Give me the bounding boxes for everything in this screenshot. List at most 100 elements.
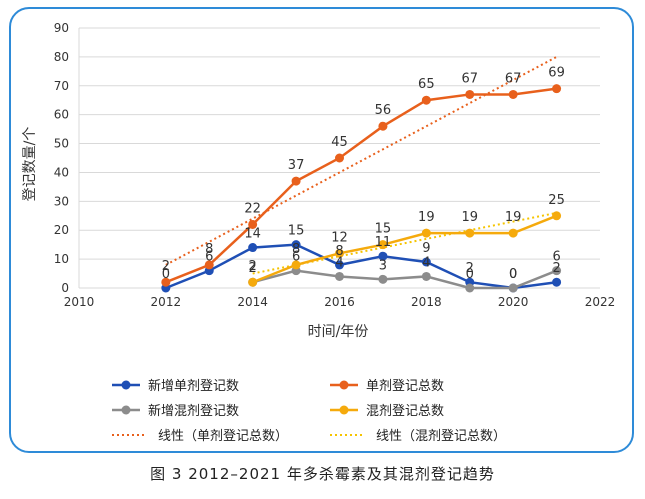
data-label: 2 xyxy=(249,259,257,274)
series-line xyxy=(165,243,557,290)
series-lines xyxy=(161,84,562,293)
y-tick-label: 60 xyxy=(54,108,69,122)
legend-marker xyxy=(121,405,131,415)
data-label: 8 xyxy=(292,242,300,257)
legend-item: 新增单剂登记数 xyxy=(112,378,239,394)
x-tick-label: 2014 xyxy=(237,295,268,309)
legend-marker xyxy=(339,405,349,415)
data-point xyxy=(335,260,344,270)
data-point xyxy=(552,211,562,221)
data-point xyxy=(378,240,388,250)
x-tick-label: 2022 xyxy=(585,295,616,309)
series-line xyxy=(165,87,557,284)
data-label: 2 xyxy=(466,261,474,276)
chart-frame xyxy=(9,7,634,453)
data-label: 37 xyxy=(288,158,305,173)
y-axis-label: 登记数量/个 xyxy=(22,127,38,202)
x-tick-label: 2010 xyxy=(64,295,95,309)
data-label: 15 xyxy=(288,224,305,239)
data-label: 11 xyxy=(375,235,392,250)
x-axis-label: 时间/年份 xyxy=(308,324,369,340)
legend-marker xyxy=(339,380,349,390)
data-label: 3 xyxy=(379,258,387,273)
data-point xyxy=(552,84,562,94)
data-label: 25 xyxy=(548,193,565,208)
data-point xyxy=(378,121,388,131)
legend-marker xyxy=(121,380,131,390)
data-point xyxy=(378,251,388,261)
data-point xyxy=(421,257,431,267)
series-line xyxy=(252,214,558,284)
data-point xyxy=(465,228,475,238)
data-point xyxy=(552,277,562,287)
data-label: 56 xyxy=(375,103,392,118)
data-point xyxy=(508,283,518,293)
y-tick-label: 30 xyxy=(54,194,69,208)
data-label: 2 xyxy=(552,261,560,276)
data-label: 19 xyxy=(418,210,435,225)
data-label: 22 xyxy=(244,201,261,216)
trendline xyxy=(165,56,558,266)
data-point xyxy=(291,240,301,250)
legend-label: 线性（单剂登记总数） xyxy=(158,429,288,444)
data-point xyxy=(335,153,344,163)
legend-item: 混剂登记总数 xyxy=(330,404,444,419)
data-label: 2 xyxy=(162,259,170,274)
data-label: 19 xyxy=(461,210,478,225)
legend-label: 新增单剂登记数 xyxy=(148,378,239,394)
data-label: 8 xyxy=(335,244,343,259)
data-label: 9 xyxy=(422,241,430,256)
data-point xyxy=(335,248,344,258)
data-label: 6 xyxy=(552,250,560,265)
data-point xyxy=(378,274,388,284)
data-label: 4 xyxy=(422,255,430,270)
data-point xyxy=(248,243,258,253)
x-tick-label: 2020 xyxy=(498,295,529,309)
trendlines xyxy=(165,56,558,275)
data-label: 15 xyxy=(375,222,392,237)
data-label: 8 xyxy=(205,242,213,257)
y-tick-label: 90 xyxy=(54,21,69,35)
legend-label: 混剂登记总数 xyxy=(366,404,444,419)
data-point xyxy=(248,277,258,287)
data-point xyxy=(204,260,214,270)
data-label: 12 xyxy=(331,230,348,245)
figure-caption: 图 3 2012–2021 年多杀霉素及其混剂登记趋势 xyxy=(150,465,495,483)
data-point xyxy=(508,89,518,99)
data-point xyxy=(421,228,431,238)
data-label: 6 xyxy=(205,250,213,265)
x-tick-label: 2016 xyxy=(324,295,355,309)
data-point xyxy=(465,89,475,99)
data-point xyxy=(161,277,171,287)
data-label: 0 xyxy=(509,267,517,282)
legend-label: 线性（混剂登记总数） xyxy=(376,429,506,444)
y-tick-label: 70 xyxy=(54,79,69,93)
legend-label: 单剂登记总数 xyxy=(366,379,444,394)
data-point xyxy=(552,266,562,276)
data-point xyxy=(335,271,344,281)
y-tick-label: 50 xyxy=(54,137,69,151)
legend-item: 新增混剂登记数 xyxy=(112,403,239,419)
series-line xyxy=(252,269,558,290)
y-tick-label: 0 xyxy=(61,281,69,295)
data-label: 67 xyxy=(505,71,522,86)
data-label: 0 xyxy=(509,267,517,282)
data-label: 67 xyxy=(461,71,478,86)
x-tick-label: 2018 xyxy=(411,295,442,309)
data-label: 6 xyxy=(292,250,300,265)
y-tick-label: 20 xyxy=(54,223,69,237)
data-label: 19 xyxy=(505,210,522,225)
data-point xyxy=(508,228,518,238)
data-label: 0 xyxy=(466,267,474,282)
x-tick-label: 2012 xyxy=(151,295,182,309)
data-point xyxy=(421,271,431,281)
legend-label: 新增混剂登记数 xyxy=(148,403,239,419)
data-label: 2 xyxy=(249,261,257,276)
data-label: 69 xyxy=(548,66,565,81)
data-label: 45 xyxy=(331,135,348,150)
data-label: 14 xyxy=(244,227,261,242)
